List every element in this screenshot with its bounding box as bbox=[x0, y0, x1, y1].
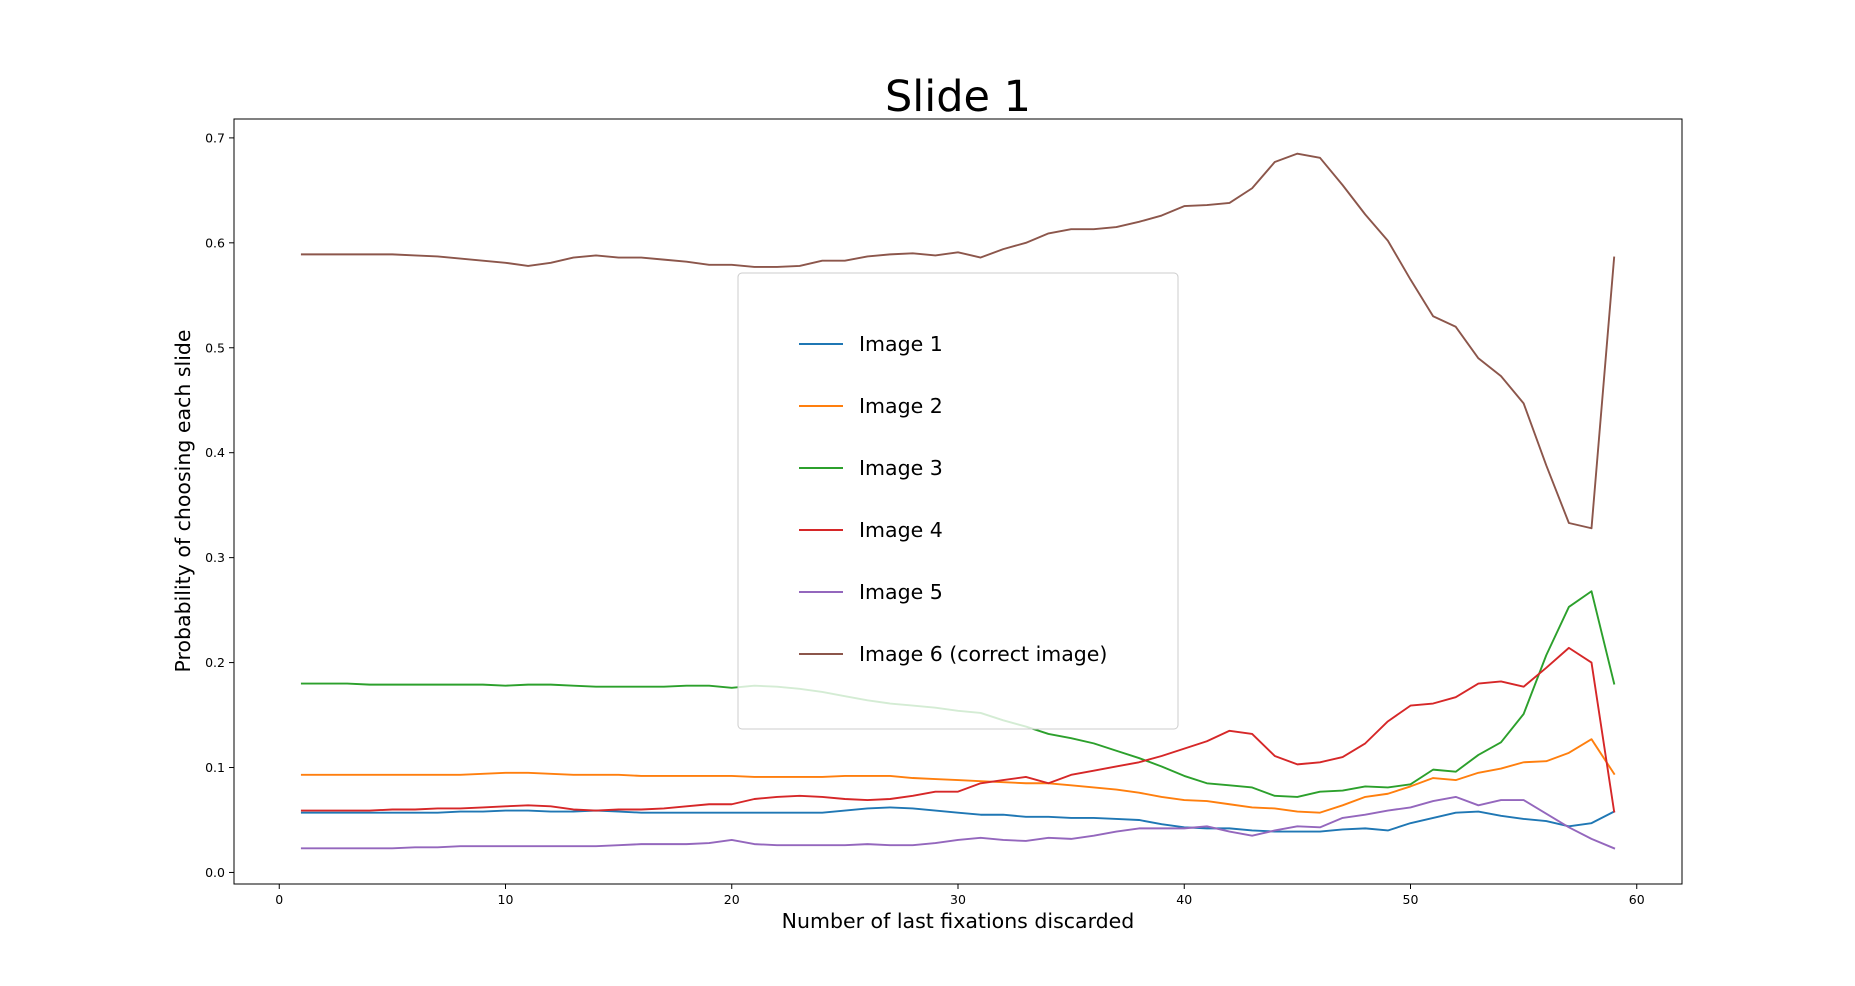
y-tick-label: 0.4 bbox=[205, 445, 225, 460]
x-tick-label: 60 bbox=[1629, 892, 1645, 907]
chart-title: Slide 1 bbox=[885, 72, 1031, 122]
legend-label-4: Image 4 bbox=[859, 518, 943, 542]
series-line-6 bbox=[300, 152, 1616, 530]
x-axis-label: Number of last fixations discarded bbox=[782, 909, 1135, 933]
x-tick-label: 20 bbox=[724, 892, 740, 907]
legend-label-1: Image 1 bbox=[859, 332, 943, 356]
y-tick-label: 0.1 bbox=[205, 760, 225, 775]
y-tick-label: 0.2 bbox=[205, 655, 225, 670]
legend-frame bbox=[737, 272, 1179, 730]
legend-items: Image 1 Image 2 Image 3 Image 4 Image 5 Image… bbox=[799, 332, 1107, 666]
legend-label-6: Image 6 (correct image) bbox=[859, 642, 1107, 666]
y-tick-label: 0.5 bbox=[205, 340, 225, 355]
y-tick-label: 0.3 bbox=[205, 550, 225, 565]
y-tick-label: 0.0 bbox=[205, 865, 225, 880]
x-tick-label: 40 bbox=[1176, 892, 1192, 907]
series-line-2 bbox=[300, 738, 1616, 814]
y-axis-label: Probability of choosing each slide bbox=[171, 329, 195, 672]
x-tick-label: 10 bbox=[498, 892, 514, 907]
y-tick-label: 0.7 bbox=[205, 130, 225, 145]
series-line-4 bbox=[300, 646, 1616, 813]
series-line-5 bbox=[300, 795, 1616, 850]
y-axis-ticks: 0.0 0.1 0.2 0.3 0.4 0.5 0.6 0.7 bbox=[205, 130, 234, 880]
y-tick-label: 0.6 bbox=[205, 235, 225, 250]
x-tick-label: 0 bbox=[275, 892, 283, 907]
legend-label-2: Image 2 bbox=[859, 394, 943, 418]
legend-label-3: Image 3 bbox=[859, 456, 943, 480]
legend: Image 1 Image 2 Image 3 Image 4 Image 5 Image… bbox=[737, 272, 1179, 730]
x-tick-label: 30 bbox=[950, 892, 966, 907]
x-axis-ticks: 0 10 20 30 40 50 60 bbox=[275, 884, 1645, 907]
series-line-1 bbox=[300, 806, 1616, 833]
legend-label-5: Image 5 bbox=[859, 580, 943, 604]
x-tick-label: 50 bbox=[1403, 892, 1419, 907]
